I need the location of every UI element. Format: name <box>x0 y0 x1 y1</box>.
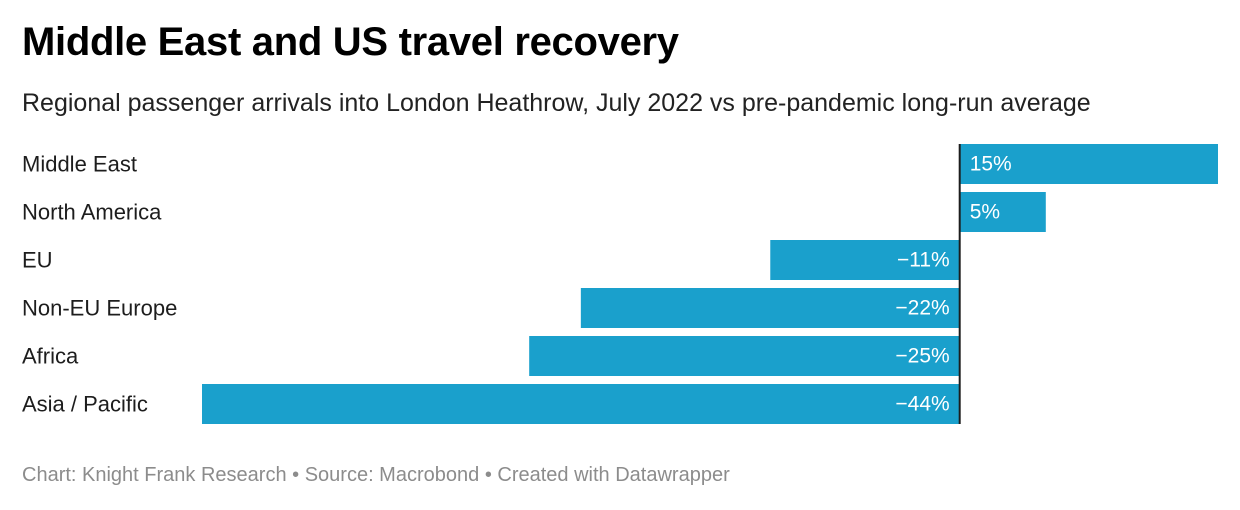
tool-credit: Created with Datawrapper <box>497 464 730 486</box>
bar-chart: Middle East North America EU Non-EU Europe A… <box>22 144 1218 424</box>
chart-credit: Chart: Knight Frank Research <box>22 464 287 486</box>
bar <box>529 336 960 376</box>
bar-value-label: 5% <box>970 201 1000 224</box>
category-label: North America <box>22 200 162 225</box>
category-labels: Middle East North America EU Non-EU Europe A… <box>22 152 177 417</box>
bar <box>770 240 960 280</box>
value-labels: 15% 5% −11% −22% −25% −44% <box>895 153 1011 416</box>
bar-value-label: −22% <box>895 297 949 320</box>
bar-value-label: −44% <box>895 393 949 416</box>
chart-subtitle: Regional passenger arrivals into London … <box>22 89 1091 117</box>
bars <box>202 144 1218 424</box>
footer-separator: • <box>484 464 492 486</box>
chart-footer: Chart: Knight Frank Research • Source: M… <box>22 464 730 487</box>
bar-value-label: −25% <box>895 345 949 368</box>
bar-value-label: −11% <box>897 249 950 272</box>
category-label: Middle East <box>22 152 137 177</box>
category-label: Non-EU Europe <box>22 296 177 321</box>
bar <box>202 384 960 424</box>
bar <box>959 192 1046 232</box>
category-label: Africa <box>22 344 79 369</box>
bar <box>959 144 1218 184</box>
category-label: Asia / Pacific <box>22 392 148 417</box>
footer-separator: • <box>292 464 300 486</box>
bar-value-label: 15% <box>970 153 1012 176</box>
source-credit: Source: Macrobond <box>304 464 480 486</box>
chart-title: Middle East and US travel recovery <box>22 20 679 64</box>
category-label: EU <box>22 248 53 273</box>
bar <box>580 288 960 328</box>
